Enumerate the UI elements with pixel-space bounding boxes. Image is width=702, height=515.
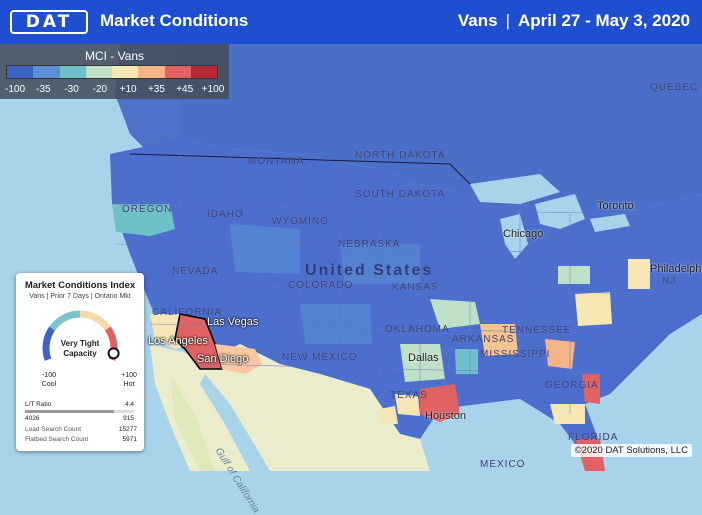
region-label-mississippi: MISSISSIPPI [480, 349, 551, 360]
region-label-oregon: OREGON [122, 204, 173, 215]
legend-tick-label: +45 [176, 84, 194, 95]
region-label-south-dakota: SOUTH DAKOTA [355, 189, 446, 200]
legend-tick-label: -100 [4, 84, 26, 95]
lt-ratio-fill [25, 410, 114, 413]
region-label-texas: TEXAS [390, 390, 428, 401]
legend-swatch [33, 66, 60, 78]
region-label-arkansas: ARKANSAS [452, 334, 515, 345]
trucks-count: 915 [123, 415, 134, 422]
load-search-row: Load Search Count 15277 [25, 426, 137, 433]
legend-swatch [164, 66, 191, 78]
legend-swatch [190, 66, 217, 78]
city-label-las-vegas: Las Vegas [207, 316, 259, 328]
page-title: Market Conditions [100, 11, 249, 30]
legend-tick-label: +10 [119, 84, 137, 95]
flatbed-search-value: 5971 [122, 436, 137, 443]
date-range: April 27 - May 3, 2020 [518, 11, 690, 30]
gauge-status-text: Very Tight Capacity [60, 339, 100, 358]
region-label-california: CALIFORNIA [152, 307, 223, 318]
country-label: United States [305, 262, 434, 279]
region-label-nebraska: NEBRASKA [338, 239, 401, 250]
dat-logo: DAT [10, 10, 88, 34]
load-search-label: Load Search Count [25, 426, 82, 433]
city-label-philadelphia: Philadelphia [650, 263, 702, 275]
gauge-max-value: +100 [121, 372, 137, 379]
legend-tick-label: -20 [92, 84, 108, 95]
header-info: Vans | April 27 - May 3, 2020 [458, 11, 690, 31]
loads-count: 4026 [25, 415, 40, 422]
legend-tick-label: -35 [36, 84, 51, 95]
city-label-houston: Houston [425, 410, 466, 422]
region-label-tennessee: TENNESSEE [502, 325, 572, 336]
gauge-max: +100 Hot [118, 371, 140, 389]
gauge-min-value: -100 [41, 372, 56, 379]
lt-ratio-bar [25, 410, 134, 413]
region-label-kansas: KANSAS [392, 282, 439, 293]
legend-swatch [7, 66, 34, 78]
region-label-wyoming: WYOMING [272, 216, 329, 227]
gauge-max-label: Hot [123, 381, 135, 388]
gauge-min-label: Cool [41, 381, 57, 388]
region-label-mexico: MEXICO [480, 459, 526, 470]
city-label-toronto: Toronto [597, 200, 634, 212]
load-search-value: 15277 [118, 426, 137, 433]
gauge-min: -100 Cool [38, 371, 60, 389]
legend-swatch [85, 66, 112, 78]
legend-tick-label: +100 [201, 84, 225, 95]
legend-title: MCI - Vans [84, 49, 145, 63]
region-label-florida: FLORIDA [568, 432, 619, 443]
market-conditions-card: Market Conditions Index Vans | Prior 7 D… [16, 273, 144, 451]
legend-color-scale [6, 65, 218, 79]
mci-legend: MCI - Vans -100 -35 -30 -20 +10 +35 +45 +100 [0, 44, 229, 99]
region-label-quebec: QUEBEC [650, 82, 699, 93]
legend-swatch [112, 66, 139, 78]
region-label-north-dakota: NORTH DAKOTA [355, 150, 446, 161]
legend-swatch [138, 66, 165, 78]
lt-ratio-label: L/T Ratio [25, 401, 52, 408]
region-label-nj: NJ [662, 276, 677, 287]
copyright-notice: ©2020 DAT Solutions, LLC [570, 444, 692, 457]
region-label-nevada: NEVADA [172, 266, 219, 277]
region-label-colorado: COLORADO [288, 280, 354, 291]
legend-tick-label: +35 [147, 84, 165, 95]
legend-tick-labels: -100 -35 -30 -20 +10 +35 +45 +100 [0, 84, 229, 96]
header-separator: | [505, 11, 511, 30]
flatbed-search-row: Flatbed Search Count 5971 [25, 436, 137, 443]
card-subtitle: Vans | Prior 7 Days | Ontario Mkt [29, 293, 131, 300]
lt-ratio-value: 4.4 [124, 401, 134, 408]
equipment-type: Vans [457, 11, 498, 30]
city-label-san-diego: San Diego [197, 353, 249, 365]
region-label-idaho: IDAHO [207, 209, 244, 220]
region-label-oklahoma: OKLAHOMA [385, 324, 450, 335]
region-label-montana: MONTANA [248, 156, 305, 167]
mci-gauge [42, 310, 120, 361]
city-label-dallas: Dallas [408, 352, 439, 364]
gauge-needle [107, 347, 120, 360]
flatbed-search-label: Flatbed Search Count [25, 436, 89, 443]
card-title: Market Conditions Index [24, 280, 136, 291]
legend-tick-label: -30 [64, 84, 79, 95]
region-label-georgia: GEORGIA [545, 380, 599, 391]
city-label-los-angeles: Los Angeles [148, 335, 208, 347]
city-label-chicago: Chicago [503, 228, 544, 240]
legend-swatch [59, 66, 86, 78]
header-bar: DAT Market Conditions Vans | April 27 - Ma… [0, 0, 702, 44]
region-label-new-mexico: NEW MEXICO [282, 352, 358, 363]
